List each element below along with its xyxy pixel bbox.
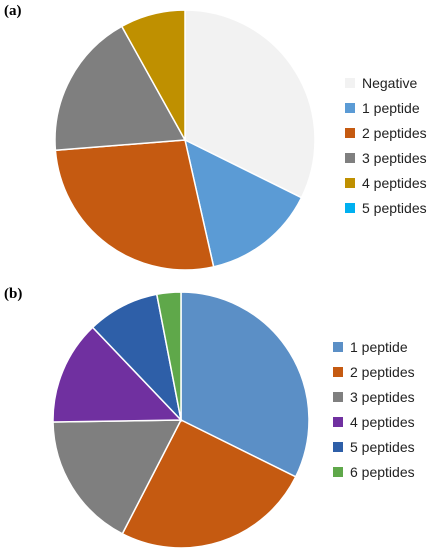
pie-b-slice-1-peptide: [180, 291, 310, 478]
legend-a-label: Negative: [362, 74, 418, 91]
pie-b-slice-4-peptides: [52, 326, 183, 423]
legend-a-swatch: [345, 202, 355, 213]
legend-a-swatch: [345, 77, 355, 88]
pie-chart-b: [52, 291, 310, 549]
legend-b-swatch: [333, 441, 343, 452]
legend-a-label: 3 peptides: [362, 149, 427, 166]
legend-b-label: 4 peptides: [350, 413, 415, 430]
legend-b-item: 3 peptides: [333, 387, 415, 406]
legend-b-label: 6 peptides: [350, 463, 415, 480]
legend-b-item: 2 peptides: [333, 362, 415, 381]
legend-b-item: 4 peptides: [333, 412, 415, 431]
legend-a-swatch: [345, 152, 355, 163]
legend-a-swatch: [345, 177, 355, 188]
legend-a-item: Negative: [345, 73, 427, 92]
legend-b-label: 1 peptide: [350, 338, 408, 355]
legend-a-item: 4 peptides: [345, 173, 427, 192]
pie-a-slice-2-peptides: [54, 139, 215, 271]
pie-a-slice-4-peptides: [120, 9, 186, 143]
pie-a-slice-negative: [184, 9, 316, 199]
panel-label-b: (b): [4, 286, 23, 302]
legend-a-item: 1 peptide: [345, 98, 427, 117]
legend-b-swatch: [333, 366, 343, 377]
legend-b-label: 5 peptides: [350, 438, 415, 455]
legend-a-label: 4 peptides: [362, 174, 427, 191]
legend-a-swatch: [345, 127, 355, 138]
pie-b-slice-6-peptides: [155, 291, 182, 421]
legend-a-item: 2 peptides: [345, 123, 427, 142]
pie-a-slice-1-peptide: [183, 138, 303, 268]
legend-a-label: 2 peptides: [362, 124, 427, 141]
legend-a-label: 1 peptide: [362, 99, 420, 116]
legend-a: Negative 1 peptide 2 peptides 3 peptides 4 p…: [345, 73, 427, 217]
legend-b-label: 3 peptides: [350, 388, 415, 405]
legend-b-item: 5 peptides: [333, 437, 415, 456]
legend-b-swatch: [333, 416, 343, 427]
legend-a-swatch: [345, 102, 355, 113]
legend-b-label: 2 peptides: [350, 363, 415, 380]
pie-b-slice-3-peptides: [52, 419, 183, 535]
legend-b: 1 peptide 2 peptides 3 peptides 4 peptides 5…: [333, 337, 415, 481]
pie-a-slice-3-peptides: [54, 25, 187, 152]
legend-a-item: 5 peptides: [345, 198, 427, 217]
pie-b-slice-2-peptides: [121, 419, 297, 549]
legend-a-item: 3 peptides: [345, 148, 427, 167]
legend-a-label: 5 peptides: [362, 199, 427, 216]
legend-b-item: 1 peptide: [333, 337, 415, 356]
pie-chart-a: [54, 9, 316, 271]
legend-b-item: 6 peptides: [333, 462, 415, 481]
legend-b-swatch: [333, 341, 343, 352]
panel-label-a: (a): [4, 3, 22, 19]
legend-b-swatch: [333, 466, 343, 477]
legend-b-swatch: [333, 391, 343, 402]
